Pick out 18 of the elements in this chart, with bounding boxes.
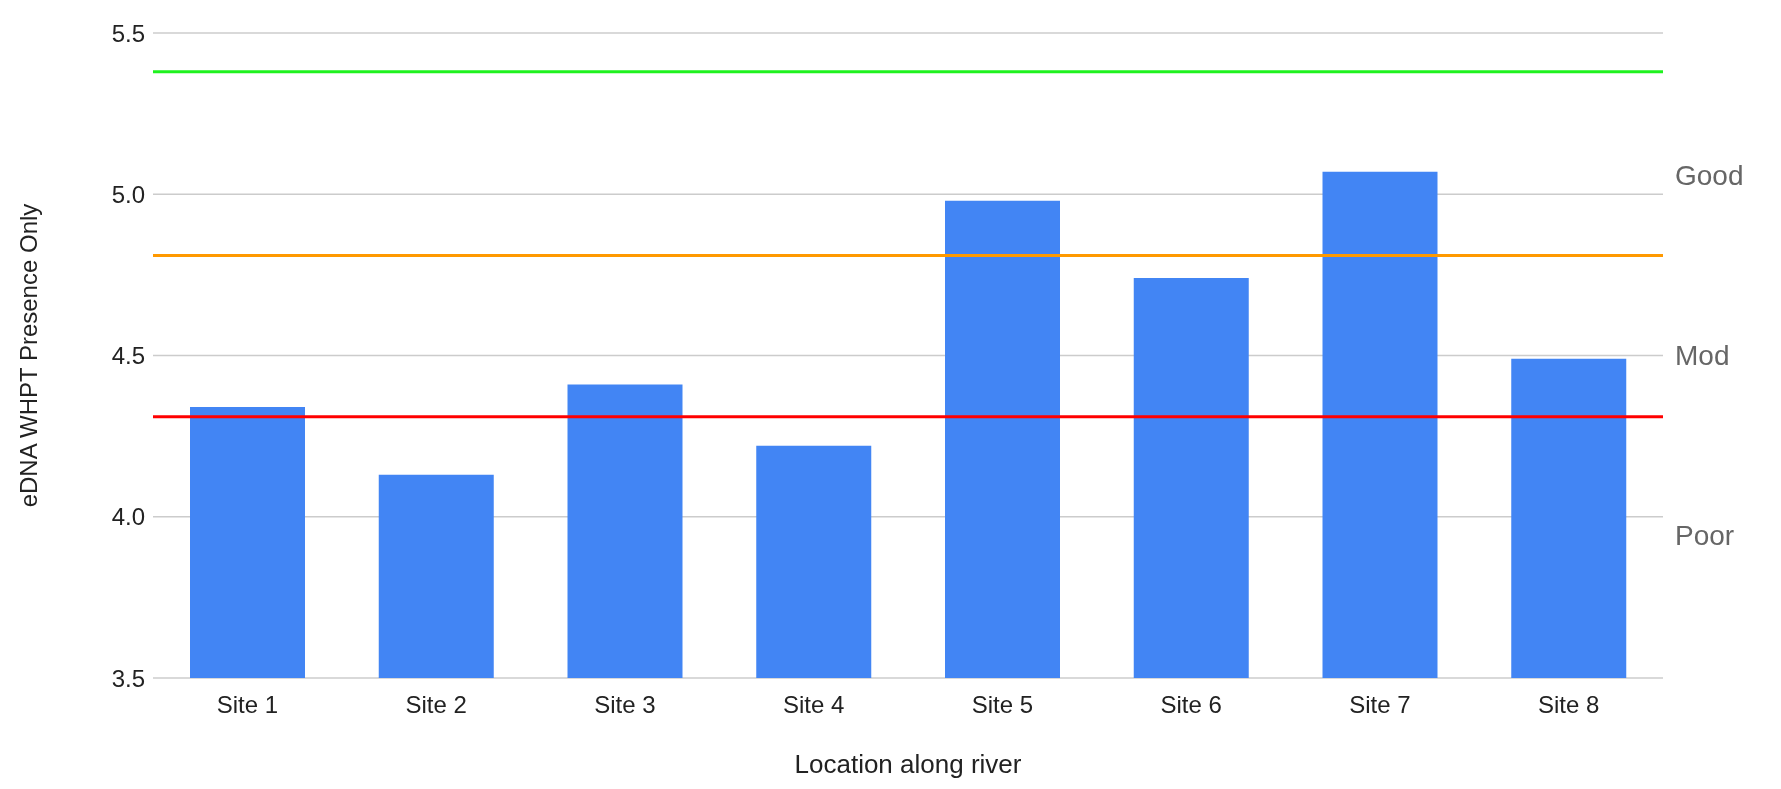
y-tick-label: 4.5 — [111, 342, 145, 370]
text: Poor — [1675, 520, 1735, 552]
y-tick-label: 5.5 — [111, 19, 145, 47]
text: Mod — [1675, 340, 1730, 372]
y-tick-label: 3.5 — [111, 664, 145, 692]
y-axis-title: eDNA WHPT Presence Only — [14, 203, 42, 508]
x-axis-title: Location along river — [794, 749, 1022, 779]
x-tick-label: Site 1 — [216, 691, 279, 719]
text: Good — [1675, 160, 1744, 192]
x-tick-label: Site 6 — [1160, 691, 1222, 719]
x-tick-label: Site 2 — [405, 691, 467, 719]
y-tick-label: 4.0 — [111, 503, 145, 531]
x-tick-label: Site 4 — [782, 691, 845, 719]
y-tick-label: 5.0 — [111, 180, 145, 208]
x-tick-label: Site 7 — [1349, 691, 1411, 719]
x-tick-label: Site 8 — [1537, 691, 1600, 719]
x-tick-label: Site 3 — [594, 691, 656, 719]
x-tick-label: Site 5 — [971, 691, 1034, 719]
